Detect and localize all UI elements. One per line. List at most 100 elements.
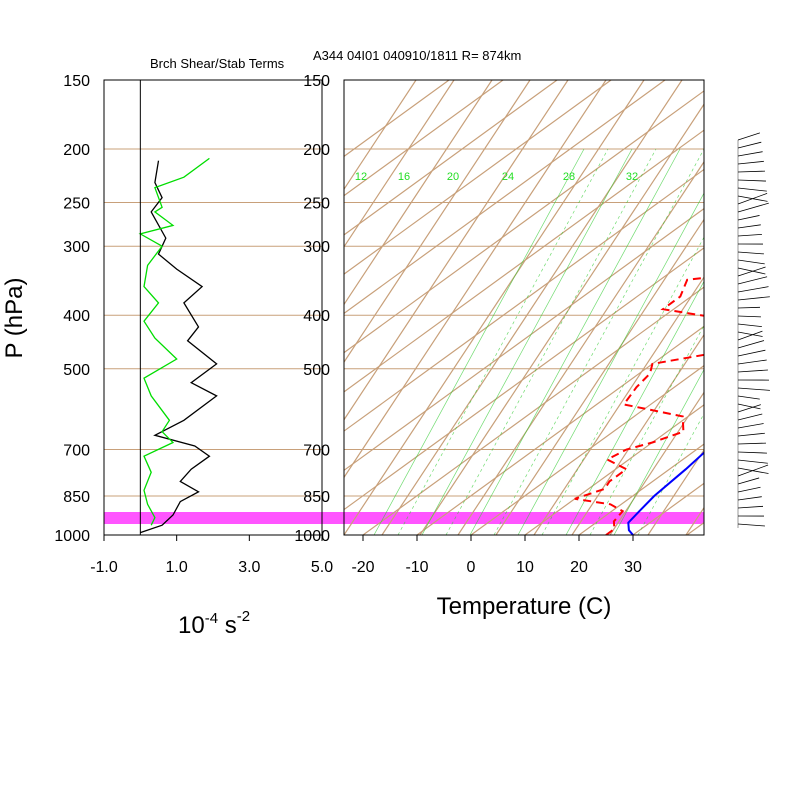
mixing-ratio-label: 28	[563, 171, 575, 183]
right-y-tick-label: 400	[303, 308, 330, 325]
dry-adiabat	[609, 391, 704, 535]
left-xlabel-unit-exponent: -2	[237, 608, 250, 625]
isotherm	[416, 325, 704, 535]
wind-barb	[737, 496, 762, 501]
isotherm	[344, 80, 504, 197]
wind-barb	[737, 451, 767, 454]
isotherm	[524, 404, 704, 535]
isotherm	[362, 286, 704, 535]
left-x-axis-label: 10-4 s-2	[178, 608, 250, 639]
mixing-ratio-line	[589, 324, 704, 535]
wind-barb	[737, 395, 760, 400]
skewt-clipped-grid	[344, 80, 800, 535]
isotherm	[344, 168, 704, 432]
mixing-ratio-line	[493, 148, 704, 535]
isotherm	[344, 247, 704, 511]
left-xlabel-base: 10	[178, 612, 205, 639]
mixing-ratio-line	[445, 148, 657, 535]
mixing-ratio-line	[469, 148, 681, 535]
left-xlabel-exponent: -4	[205, 610, 218, 627]
wind-barb	[737, 340, 765, 349]
mixing-ratio-line	[565, 280, 704, 535]
right-x-tick-label: -10	[405, 559, 428, 576]
right-y-tick-label: 700	[303, 442, 330, 459]
right-x-tick-label: 10	[516, 559, 534, 576]
wind-barb	[737, 267, 766, 275]
left-panel-frame	[103, 79, 323, 536]
isotherm	[578, 443, 704, 535]
right-x-axis-label: Temperature (C)	[437, 593, 612, 620]
wind-barb	[737, 160, 764, 165]
mixing-ratio-line	[541, 236, 704, 535]
dewpoint-profile-line	[574, 276, 704, 535]
wind-barb	[737, 192, 768, 205]
wind-barb	[737, 296, 770, 301]
mixing-ratio-line	[373, 148, 585, 535]
wind-barb	[737, 331, 763, 337]
temperature-profile-line	[627, 451, 704, 535]
mixing-ratio-label: 16	[398, 171, 410, 183]
dry-adiabat	[533, 276, 704, 535]
dry-adiabat	[762, 80, 800, 535]
mixing-ratio-line	[421, 148, 633, 535]
wind-barb	[737, 151, 763, 157]
mixing-ratio-label: 24	[502, 171, 514, 183]
wind-barb	[737, 132, 760, 141]
wind-barb	[737, 523, 765, 527]
left-x-tick-label: 5.0	[311, 559, 333, 576]
mixing-ratio-line	[517, 192, 704, 535]
dry-adiabat	[344, 80, 569, 421]
dry-adiabat	[571, 333, 704, 535]
wind-barb	[737, 170, 765, 173]
wind-barb	[737, 369, 768, 373]
wind-barb	[737, 349, 766, 357]
dry-adiabat	[495, 218, 704, 535]
wind-barb	[737, 266, 766, 277]
mixing-ratio-line	[637, 412, 704, 535]
left-y-tick-label: 400	[63, 308, 90, 325]
wind-barb	[737, 187, 767, 192]
wind-barb	[737, 141, 762, 149]
right-y-tick-label: 150	[303, 73, 330, 90]
dry-adiabat	[344, 80, 531, 364]
right-x-tick-label: -20	[351, 559, 374, 576]
stability-term-line	[138, 157, 210, 526]
wind-barb	[737, 442, 766, 445]
mixing-ratio-label: 12	[355, 171, 367, 183]
wind-barb	[737, 233, 762, 237]
dry-adiabat	[724, 80, 800, 535]
right-y-tick-label: 500	[303, 362, 330, 379]
wind-barb	[737, 432, 765, 437]
isotherm	[344, 80, 666, 315]
wind-barb	[737, 505, 763, 509]
left-panel-title: Brch Shear/Stab Terms	[150, 56, 285, 71]
dry-adiabat	[344, 80, 645, 535]
wind-barb	[737, 323, 762, 328]
skewt-grid: 12 16 20 24 28 32	[344, 80, 800, 535]
left-y-tick-label: 700	[63, 442, 90, 459]
right-y-tick-label: 250	[303, 196, 330, 213]
skewt-data	[574, 276, 704, 535]
isotherm	[344, 129, 704, 393]
dry-adiabat	[344, 80, 607, 479]
wind-barb	[737, 413, 763, 421]
surface-band-left	[104, 512, 322, 524]
dry-adiabat	[344, 80, 455, 248]
left-y-tick-label: 850	[63, 489, 90, 506]
wind-barb	[737, 315, 761, 318]
wind-barb	[737, 359, 767, 365]
wind-barb	[737, 259, 765, 265]
isotherm	[344, 207, 704, 472]
dry-adiabat	[457, 160, 704, 535]
right-y-tick-label: 850	[303, 489, 330, 506]
left-x-tick-label: 3.0	[238, 559, 260, 576]
isotherm	[344, 80, 612, 275]
wind-barb	[737, 403, 761, 410]
right-y-tick-label: 1000	[294, 528, 330, 545]
wind-barb	[737, 486, 761, 493]
dry-adiabat	[344, 80, 417, 191]
wind-barb	[737, 459, 768, 464]
left-xlabel-unit: s	[225, 612, 237, 639]
left-y-tick-label: 300	[63, 239, 90, 256]
